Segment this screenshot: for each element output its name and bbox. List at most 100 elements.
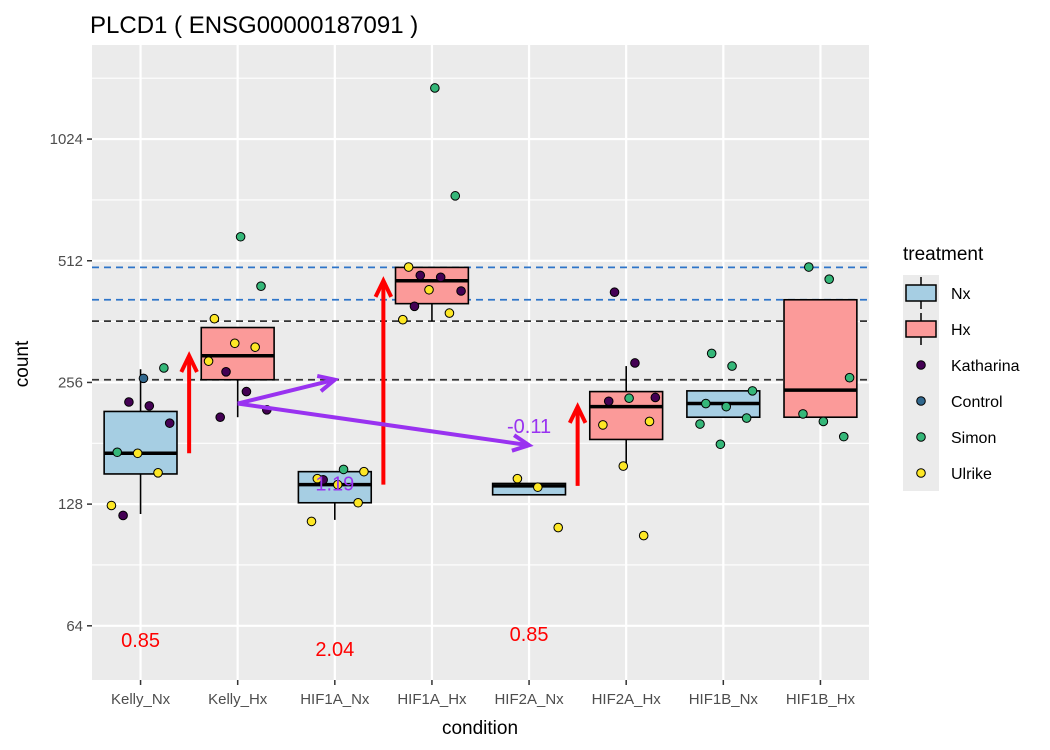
y-tick-label: 64 [66,618,83,635]
point-katharina [144,401,155,411]
point-ulrike [229,338,240,349]
point-simon [256,281,266,291]
point-simon [338,464,349,475]
point-ulrike [512,473,523,484]
point-simon [838,431,849,442]
x-tick-label: HIF2A_Nx [494,691,564,708]
arrow-HIF1A_Nx-HIF1A_Hx [373,276,394,485]
point-simon [844,372,855,383]
point-ulrike [132,448,143,459]
annotation-label: 2.04 [315,639,354,661]
legend-key-point [916,396,926,406]
annotation-label: 0.85 [510,624,549,646]
box [297,470,373,504]
arrow-head [316,374,340,393]
data-points [106,83,855,541]
box [200,326,275,381]
point-katharina [215,412,226,423]
boxplot-HIF1A_Hx [394,266,470,322]
point-ulrike [250,342,260,352]
point-katharina [164,418,175,428]
point-ulrike [306,516,317,527]
point-katharina [409,301,420,312]
point-ulrike [398,314,408,325]
point-katharina [630,358,640,368]
point-ulrike [598,420,608,430]
arrow-head [373,276,394,298]
box [394,266,470,305]
legend-key-point [916,468,926,478]
point-simon [715,439,726,450]
point-simon [824,274,834,284]
legend-key-point [916,360,926,370]
point-ulrike [209,313,220,324]
point-control [138,373,149,384]
point-katharina [415,270,426,281]
point-simon [798,409,808,419]
arrow-head [511,433,534,453]
boxplot-HIF1A_Nx [297,470,373,520]
arrow-HIF2A_Nx-HIF2A_Hx [567,402,588,486]
point-simon [235,231,246,242]
legend-item-nx: Nx [903,275,971,311]
point-simon [624,393,634,404]
point-ulrike [312,473,323,484]
x-axis-title: condition [442,718,518,739]
point-ulrike [644,416,655,427]
point-simon [450,191,461,201]
reference-lines [92,266,869,381]
point-simon [727,361,737,371]
annotation-label: 1.19 [315,473,354,495]
legend-label: Katharina [951,358,1020,375]
x-tick-label: HIF2A_Hx [592,691,662,708]
point-ulrike [533,482,543,492]
y-axis-title: count [12,340,33,387]
annotation-label: 0.85 [121,630,160,652]
x-tick-label: Kelly_Hx [208,691,268,708]
point-katharina [603,396,614,407]
arrows [179,276,588,486]
point-katharina [118,510,128,521]
y-tick-label: 128 [58,496,83,513]
y-axis: 64 128 256 512 1024 [50,131,92,635]
legend-item-control: Control [903,383,1003,419]
arrow-head [567,402,588,424]
boxplot-HIF1B_Hx [783,298,858,419]
point-katharina [650,392,661,403]
arrow-shaft [237,401,530,448]
point-simon [803,262,814,272]
legend-label: Ulrike [951,466,992,483]
arrow-Kelly_Hx-HIF2A_Nx [237,401,534,453]
legend: treatment Nx Hx Katharina Control Simon Ulrike [903,244,1020,491]
point-katharina [435,272,446,283]
point-ulrike [332,479,343,490]
point-simon [112,447,123,458]
y-tick-label: 256 [58,374,83,391]
legend-title: treatment [903,244,984,265]
point-ulrike [153,468,163,478]
point-simon [159,363,169,373]
point-katharina [609,287,620,298]
point-ulrike [638,530,649,541]
grid-lines [92,45,869,680]
point-ulrike [424,284,434,295]
annotation-label: -0.11 [507,416,551,438]
point-ulrike [353,497,363,508]
point-katharina [221,366,231,377]
legend-key-box [905,284,937,302]
point-ulrike [553,522,564,533]
chart-title: PLCD1 ( ENSG00000187091 ) [90,12,418,39]
point-ulrike [444,308,455,318]
point-ulrike [359,466,369,477]
boxplot-HIF2A_Nx [491,482,567,496]
legend-label: Hx [951,322,971,339]
point-simon [695,419,705,429]
point-simon [701,398,711,409]
point-simon [706,348,717,359]
arrow-Kelly_Nx-Kelly_Hx [179,351,199,454]
box [491,482,567,496]
box [103,410,178,475]
legend-key-box [905,320,937,338]
point-katharina [124,397,134,407]
x-tick-label: HIF1B_Nx [689,691,759,708]
